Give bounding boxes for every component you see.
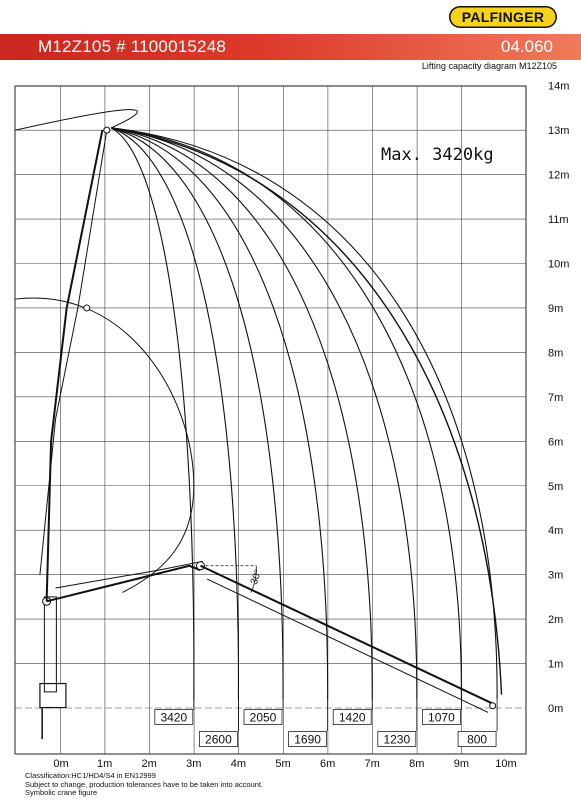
load-label-box — [332, 709, 372, 725]
capacity-curves — [15, 109, 503, 700]
capacity-curve-800 — [111, 127, 498, 700]
load-label-box — [457, 731, 497, 747]
capacity-curve-3420 — [111, 127, 195, 700]
load-label-1070: 1070 — [428, 711, 455, 725]
envelope-top — [15, 109, 138, 131]
x-tick-label: 3m — [186, 758, 201, 770]
y-tick-label: 4m — [548, 525, 563, 537]
capacity-curve-1690 — [111, 127, 329, 700]
x-tick-label: 8m — [409, 758, 424, 770]
x-tick-label: 1m — [97, 758, 112, 770]
y-tick-label: 14m — [548, 81, 569, 93]
y-tick-label: 10m — [548, 259, 569, 271]
load-label-box — [421, 709, 461, 725]
envelope-outer — [111, 127, 503, 695]
y-tick-label: 2m — [548, 614, 563, 626]
y-tick-label: 8m — [548, 347, 563, 359]
model-title: M12Z105 # 1100015248 — [38, 37, 227, 56]
load-label-800: 800 — [467, 733, 487, 747]
x-tick-label: 2m — [142, 758, 157, 770]
load-label-1690: 1690 — [294, 733, 321, 747]
x-tick-label: 9m — [454, 758, 469, 770]
capacity-curve-1230 — [111, 127, 418, 700]
capacity-curve-1070 — [111, 127, 462, 700]
y-tick-label: 7m — [548, 392, 563, 404]
load-label-2050: 2050 — [250, 711, 277, 725]
load-label-box — [377, 731, 417, 747]
load-label-2600: 2600 — [205, 733, 232, 747]
max-load-label: Max. 3420kg — [381, 145, 494, 165]
y-tick-label: 5m — [548, 481, 563, 493]
boom-tip — [103, 126, 111, 134]
plot-frame — [14, 85, 527, 755]
capacity-curve-1420 — [111, 127, 373, 700]
x-tick-label: 6m — [320, 758, 335, 770]
inner-reach-arc — [15, 297, 195, 593]
grid — [14, 85, 527, 755]
boom-angle-label: 30° — [249, 568, 265, 586]
x-tick-label: 4m — [231, 758, 246, 770]
extension-tip — [489, 702, 497, 710]
diagram-subtitle: Lifting capacity diagram M12Z105 — [421, 61, 557, 71]
symbolic-note: Symbolic crane figure — [25, 788, 98, 797]
load-label-box — [198, 731, 238, 747]
extension-boom — [200, 564, 494, 705]
y-tick-label: 9m — [548, 303, 563, 315]
tolerance-note: Subject to change, production tolerances… — [25, 779, 264, 789]
y-tick-label: 1m — [548, 659, 563, 671]
load-label-1230: 1230 — [383, 733, 410, 747]
palfinger-logo: PALFINGER — [449, 6, 557, 28]
crane-base — [39, 682, 67, 709]
crane-figure — [39, 126, 497, 740]
x-tick-label: 0m — [53, 758, 68, 770]
crane-column — [43, 596, 57, 693]
main-boom — [46, 564, 201, 603]
capacity-curve-2050 — [111, 127, 284, 700]
load-label-box — [288, 731, 328, 747]
y-tick-label: 12m — [548, 170, 569, 182]
header-band — [0, 34, 581, 60]
raised-boom — [45, 129, 104, 602]
x-tick-label: 7m — [365, 758, 380, 770]
angle-arc — [250, 565, 257, 593]
boom-joint — [83, 304, 91, 312]
classification-note: Classification:HC1/HD4/S4 in EN12999 — [25, 771, 156, 780]
footer-notes: Classification:HC1/HD4/S4 in EN12999 Sub… — [25, 771, 264, 798]
x-tick-label: 10m — [495, 758, 516, 770]
y-tick-label: 11m — [548, 214, 569, 226]
raised-boom-edge — [39, 130, 108, 575]
load-label-3420: 3420 — [160, 711, 187, 725]
main-boom-edge — [55, 560, 203, 589]
y-tick-label: 0m — [548, 703, 563, 715]
load-label-box — [243, 709, 283, 725]
sheet-number: 04.060 — [501, 37, 553, 56]
y-tick-label: 13m — [548, 125, 569, 137]
load-label-box — [154, 709, 194, 725]
load-labels: 3420 2050 1420 1070 2600 1690 1230 800 — [154, 699, 498, 747]
extension-boom-edge — [206, 578, 489, 713]
axis-labels: 0m 1m 2m 3m 4m 5m 6m 7m 8m 9m 10m 0m 1m 2m 3m 4m 5m 6m 7m 8… — [53, 81, 569, 770]
x-tick-label: 5m — [275, 758, 290, 770]
capacity-curve-2600 — [111, 127, 239, 700]
y-tick-label: 3m — [548, 570, 563, 582]
load-label-1420: 1420 — [339, 711, 366, 725]
y-tick-label: 6m — [548, 436, 563, 448]
